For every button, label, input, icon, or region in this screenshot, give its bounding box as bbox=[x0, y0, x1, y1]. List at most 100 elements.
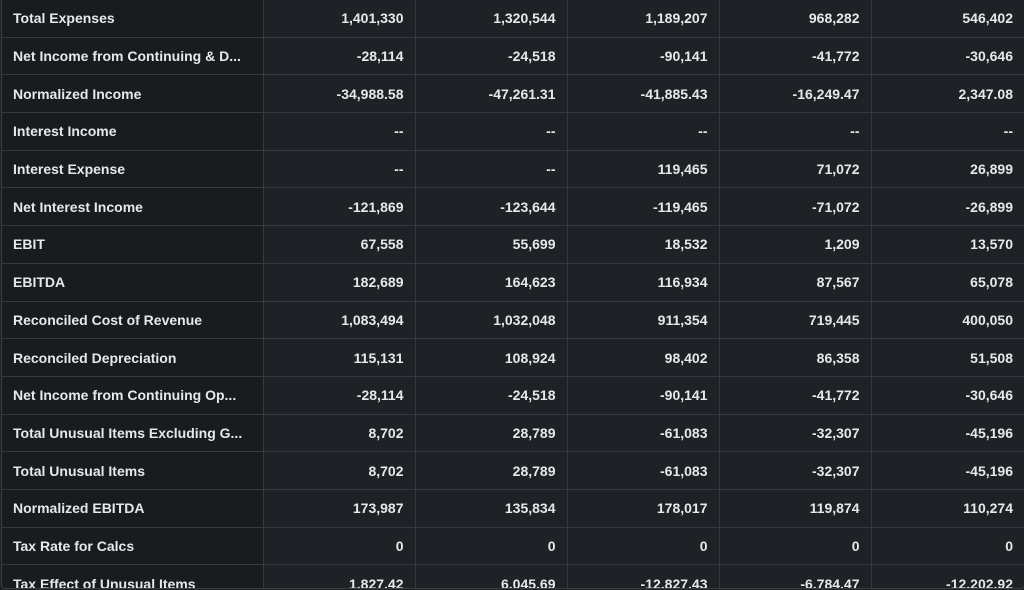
table-row[interactable]: Total Unusual Items 8,702 28,789 -61,083 -32… bbox=[2, 451, 1024, 490]
value-cell: 28,789 bbox=[415, 414, 568, 453]
value-cell: -28,114 bbox=[263, 376, 416, 415]
value-cell: 8,702 bbox=[263, 414, 416, 453]
row-label: Net Income from Continuing Op... bbox=[2, 376, 264, 415]
value-cell: 86,358 bbox=[719, 338, 872, 377]
row-label: Total Unusual Items Excluding G... bbox=[2, 414, 264, 453]
value-cell: 182,689 bbox=[263, 263, 416, 302]
value-cell: -61,083 bbox=[567, 414, 720, 453]
value-cell: -30,646 bbox=[871, 37, 1024, 76]
value-cell: -41,885.43 bbox=[567, 74, 720, 114]
value-cell: -- bbox=[719, 112, 872, 151]
table-row[interactable]: Total Expenses 1,401,330 1,320,544 1,189,20… bbox=[2, 0, 1024, 38]
value-cell: -12,827.43 bbox=[567, 564, 720, 588]
value-cell: 71,072 bbox=[719, 150, 872, 189]
value-cell: -32,307 bbox=[719, 451, 872, 490]
table-row[interactable]: Normalized Income -34,988.58 -47,261.31 -41… bbox=[2, 74, 1024, 114]
value-cell: 115,131 bbox=[263, 338, 416, 377]
value-cell: -45,196 bbox=[871, 414, 1024, 453]
value-cell: -45,196 bbox=[871, 451, 1024, 490]
table-row[interactable]: EBITDA 182,689 164,623 116,934 87,567 65,078 bbox=[2, 263, 1024, 302]
value-cell: -26,899 bbox=[871, 187, 1024, 227]
row-label: Reconciled Cost of Revenue bbox=[2, 301, 264, 340]
value-cell: 1,032,048 bbox=[415, 301, 568, 340]
table-row[interactable]: Tax Rate for Calcs 0 0 0 0 0 bbox=[2, 527, 1024, 566]
value-cell: 18,532 bbox=[567, 225, 720, 264]
value-cell: -119,465 bbox=[567, 187, 720, 227]
value-cell: 116,934 bbox=[567, 263, 720, 302]
value-cell: 0 bbox=[415, 527, 568, 566]
table-row[interactable]: Net Income from Continuing Op... -28,114-… bbox=[2, 376, 1024, 415]
table-row[interactable]: EBIT 67,558 55,699 18,532 1,209 13,570 bbox=[2, 225, 1024, 264]
value-cell: -41,772 bbox=[719, 376, 872, 415]
row-label: Interest Income bbox=[2, 112, 264, 151]
row-label: Normalized EBITDA bbox=[2, 489, 264, 528]
value-cell: -24,518 bbox=[415, 376, 568, 415]
value-cell: -- bbox=[263, 150, 416, 189]
row-label: Reconciled Depreciation bbox=[2, 338, 264, 377]
row-label: Interest Expense bbox=[2, 150, 264, 189]
value-cell: 26,899 bbox=[871, 150, 1024, 189]
value-cell: 1,189,207 bbox=[567, 0, 720, 38]
value-cell: 1,083,494 bbox=[263, 301, 416, 340]
value-cell: -- bbox=[871, 112, 1024, 151]
value-cell: 65,078 bbox=[871, 263, 1024, 302]
row-label: EBITDA bbox=[2, 263, 264, 302]
table-row[interactable]: Reconciled Cost of Revenue 1,083,494 1,032… bbox=[2, 301, 1024, 340]
value-cell: -123,644 bbox=[415, 187, 568, 227]
value-cell: 164,623 bbox=[415, 263, 568, 302]
value-cell: -28,114 bbox=[263, 37, 416, 76]
value-cell: 55,699 bbox=[415, 225, 568, 264]
value-cell: -12,202.92 bbox=[946, 575, 1013, 589]
row-label: Net Income from Continuing & D... bbox=[2, 37, 264, 76]
value-cell: 968,282 bbox=[719, 0, 872, 38]
table-row[interactable]: Net Income from Continuing & D... -28,114… bbox=[2, 37, 1024, 76]
value-cell: -- bbox=[263, 112, 416, 151]
value-cell: 1,209 bbox=[719, 225, 872, 264]
value-cell: 119,874 bbox=[719, 489, 872, 528]
value-cell: -61,083 bbox=[567, 451, 720, 490]
value-cell: -47,261.31 bbox=[415, 74, 568, 114]
value-cell: 28,789 bbox=[415, 451, 568, 490]
row-label: Tax Rate for Calcs bbox=[2, 527, 264, 566]
table-row[interactable]: Total Unusual Items Excluding G... 8,702 2… bbox=[2, 414, 1024, 453]
value-cell: 67,558 bbox=[263, 225, 416, 264]
value-cell: 13,570 bbox=[871, 225, 1024, 264]
value-cell: -121,869 bbox=[263, 187, 416, 227]
value-cell: 0 bbox=[567, 527, 720, 566]
value-cell: 0 bbox=[871, 527, 1024, 566]
value-cell: 1,320,544 bbox=[415, 0, 568, 38]
row-label: Total Expenses bbox=[2, 0, 264, 38]
table-row[interactable]: Tax Effect of Unusual Items 1,827.42 6,045… bbox=[2, 564, 1024, 589]
value-cell: 51,508 bbox=[871, 338, 1024, 377]
value-cell: 135,834 bbox=[415, 489, 568, 528]
table-row[interactable]: Normalized EBITDA 173,987 135,834 178,017 11… bbox=[2, 489, 1024, 528]
value-cell: -41,772 bbox=[719, 37, 872, 76]
value-cell: -30,646 bbox=[871, 376, 1024, 415]
value-cell: -90,141 bbox=[567, 37, 720, 76]
value-cell: -6,784.47 bbox=[719, 564, 872, 588]
value-cell: -34,988.58 bbox=[263, 74, 416, 114]
value-cell: 400,050 bbox=[871, 301, 1024, 340]
value-cell: -- bbox=[415, 112, 568, 151]
value-cell: -71,072 bbox=[719, 187, 872, 227]
table-row[interactable]: Interest Expense -- -- 119,465 71,072 26,899 bbox=[2, 150, 1024, 189]
row-label: Tax Effect of Unusual Items bbox=[2, 564, 264, 588]
value-cell: 87,567 bbox=[719, 263, 872, 302]
value-cell: 173,987 bbox=[263, 489, 416, 528]
value-cell: -16,249.47 bbox=[719, 74, 872, 114]
value-cell: 1,401,330 bbox=[263, 0, 416, 38]
table-row[interactable]: Interest Income -- -- -- -- -- bbox=[2, 112, 1024, 151]
value-cell: 98,402 bbox=[567, 338, 720, 377]
value-cell: 119,465 bbox=[567, 150, 720, 189]
value-cell: 0 bbox=[263, 527, 416, 566]
value-cell: 1,827.42 bbox=[263, 564, 416, 588]
table-row[interactable]: Reconciled Depreciation 115,131 108,924 98,… bbox=[2, 338, 1024, 377]
value-cell: 108,924 bbox=[415, 338, 568, 377]
row-label: Normalized Income bbox=[2, 74, 264, 114]
value-cell: 911,354 bbox=[567, 301, 720, 340]
row-label: EBIT bbox=[2, 225, 264, 264]
value-cell: 719,445 bbox=[719, 301, 872, 340]
table-row[interactable]: Net Interest Income -121,869 -123,644 -119,… bbox=[2, 187, 1024, 227]
